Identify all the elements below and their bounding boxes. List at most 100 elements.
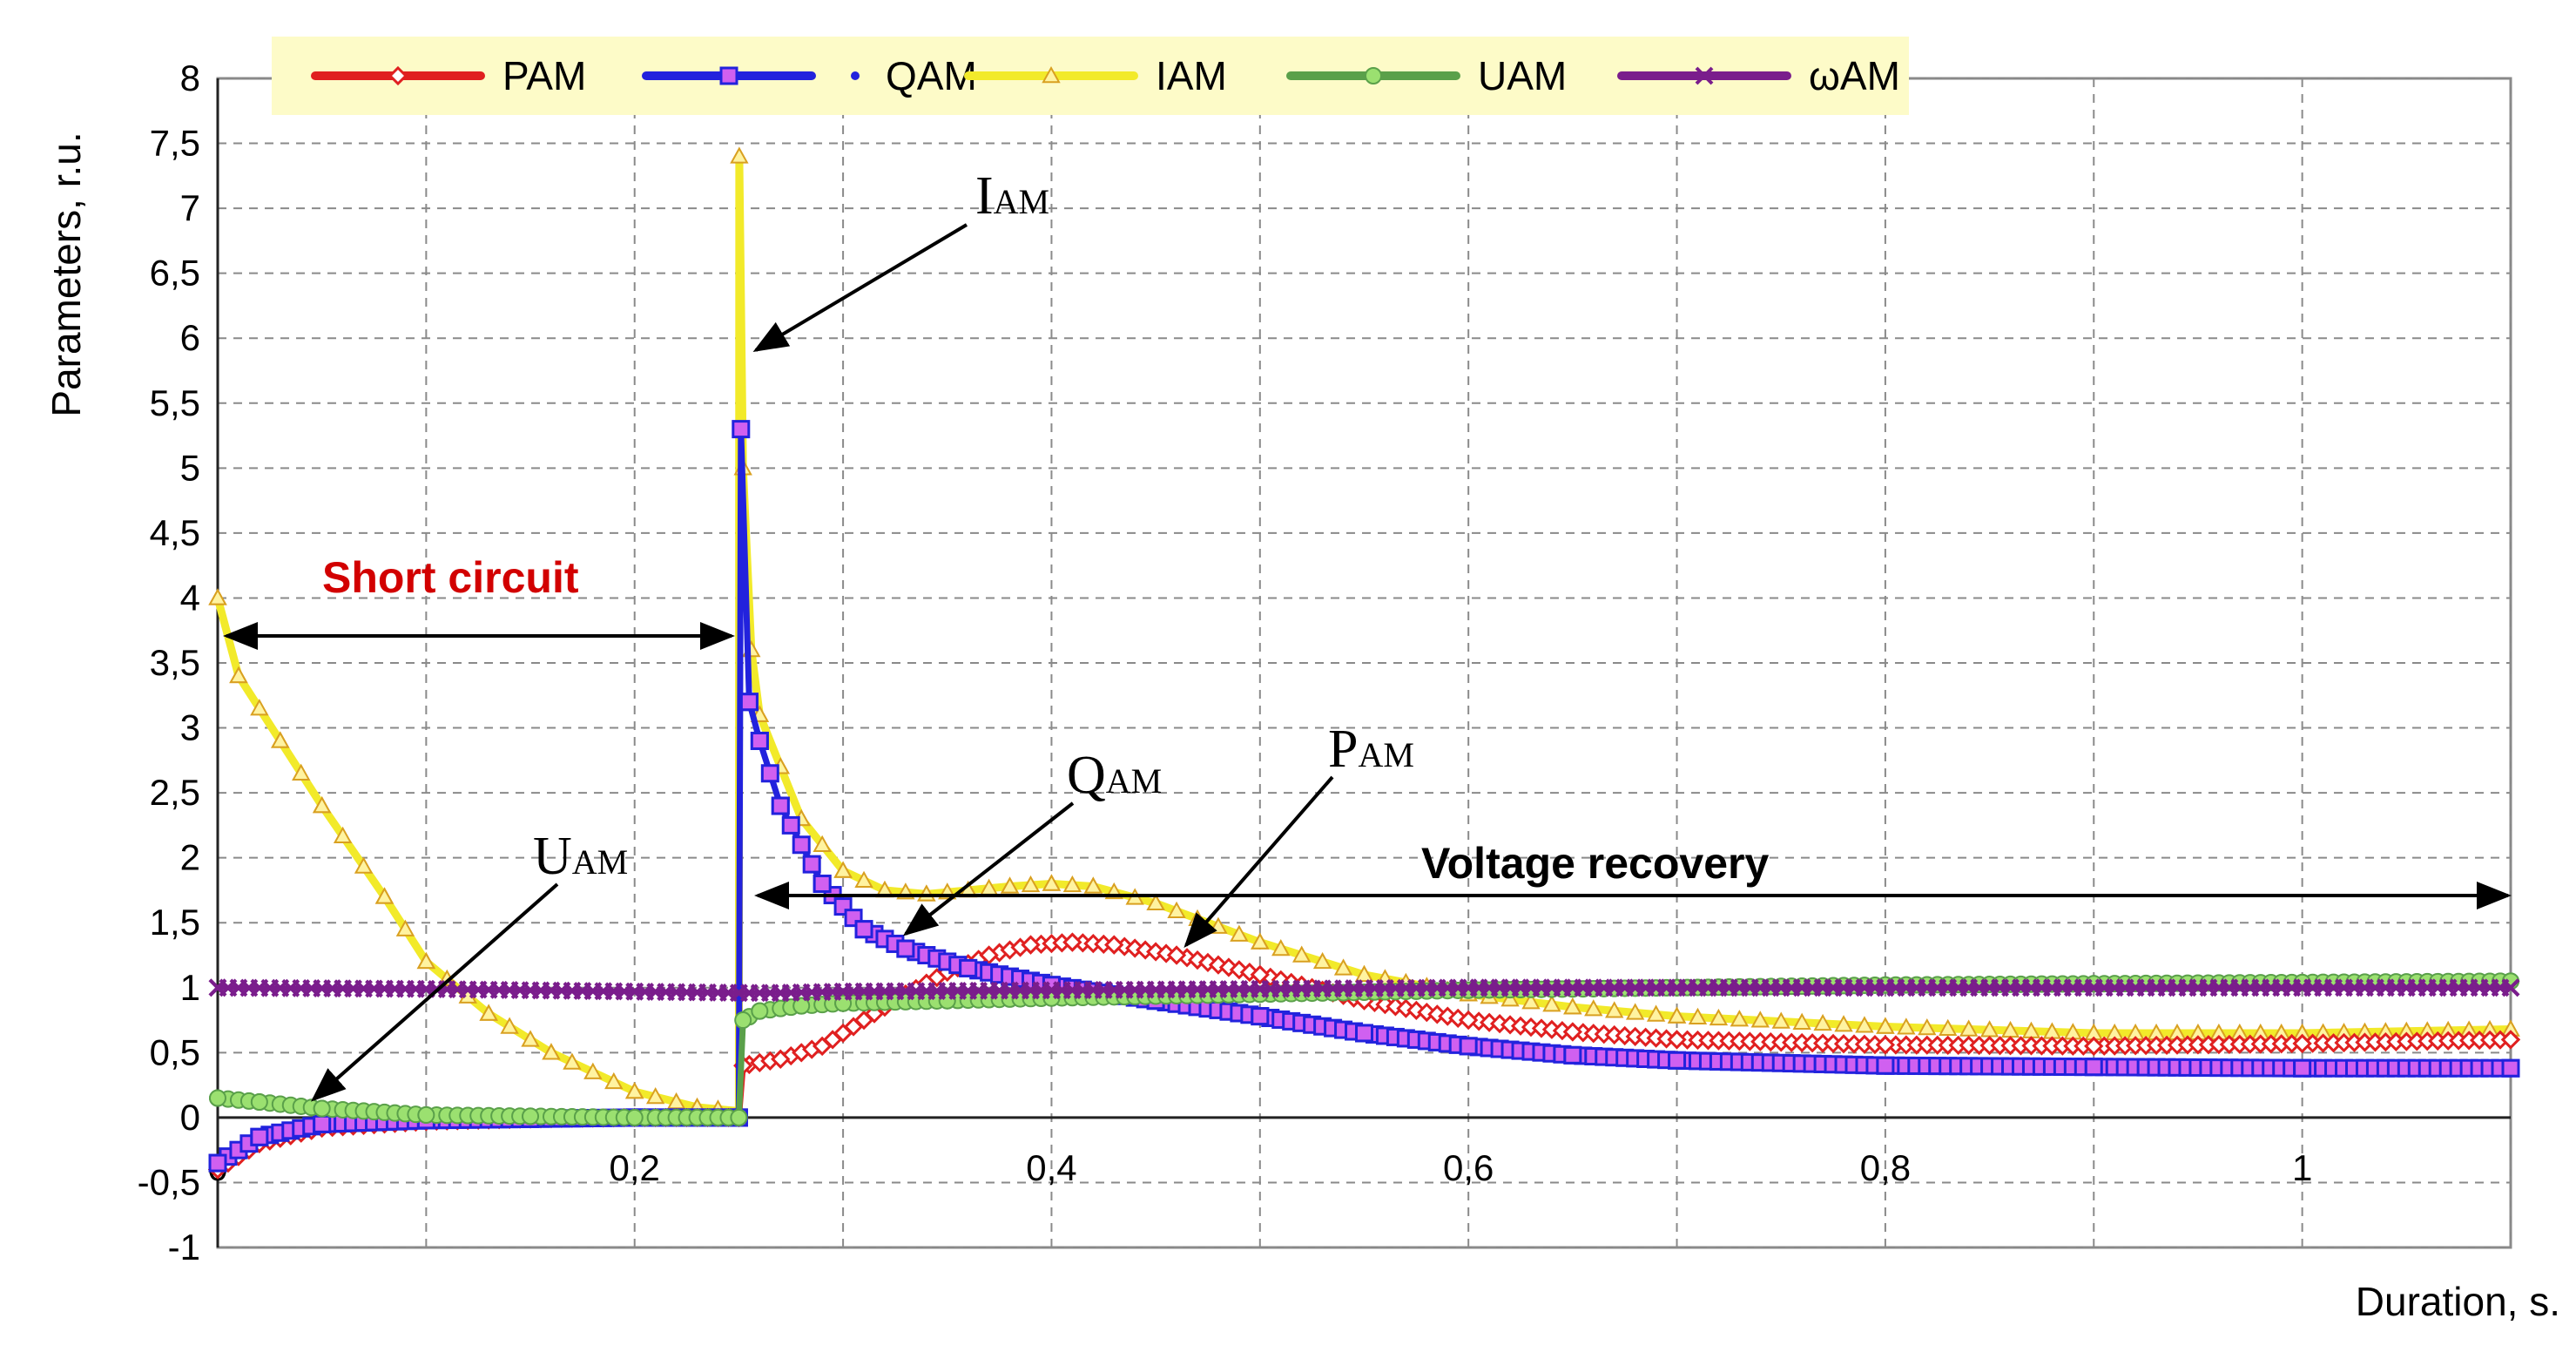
data-point-qam (1876, 1056, 1895, 1075)
data-point-iam (1230, 924, 1249, 942)
data-point-qam (802, 855, 821, 874)
uam-annotation-main: U (533, 827, 572, 886)
short-circuit-label: Short circuit (322, 553, 579, 602)
y-tick-label: 6,5 (150, 253, 200, 294)
y-tick-label: 6 (180, 317, 200, 358)
data-point-iam (374, 887, 394, 904)
data-point-qam (750, 731, 769, 750)
data-point-iam (1771, 1011, 1790, 1029)
data-point-wam (1251, 979, 1270, 998)
data-point-qam (854, 920, 873, 939)
legend-label-wam: ωAM (1809, 53, 1900, 98)
data-point-pam (1166, 945, 1187, 965)
data-point-iam (208, 588, 227, 605)
data-point-iam (813, 835, 832, 852)
series-qam (208, 420, 2520, 1173)
y-tick-label: 4 (180, 577, 200, 618)
data-point-iam (833, 861, 853, 878)
data-point-qam (2501, 1058, 2520, 1078)
data-point-wam (625, 982, 644, 1001)
y-tick-label: 7 (180, 187, 200, 228)
data-point-iam (333, 826, 353, 844)
data-point-qam (2293, 1058, 2312, 1078)
y-tick-label: -1 (168, 1227, 200, 1268)
legend-marker-iam (1042, 65, 1061, 84)
data-point-iam (1500, 990, 1520, 1007)
data-point-iam (354, 856, 374, 874)
data-point-wam (208, 978, 227, 997)
qam-arrow (902, 801, 1075, 936)
data-point-iam (625, 1082, 644, 1099)
legend-label-pam: PAM (502, 53, 586, 98)
data-point-wam (2293, 978, 2312, 997)
data-point-pam (2292, 1033, 2312, 1054)
data-point-iam (1354, 964, 1374, 983)
data-point-iam (1646, 1004, 1666, 1022)
y-tick-label: 2,5 (150, 772, 200, 813)
pam-annotation: PAM (1328, 720, 1414, 779)
data-point-iam (1876, 1017, 1895, 1034)
voltage-recovery-label: Voltage recovery (1421, 839, 1769, 888)
data-point-iam (1939, 1018, 1958, 1036)
tick-labels: -1 -0,5 0 0,5 1 1,5 2 2,5 3 3,5 4 4,5 5 5,5 6 6,5 7 7,5 8 0… (138, 57, 2313, 1268)
data-point-qam (896, 939, 915, 958)
data-point-qam (250, 1127, 269, 1146)
data-point-iam (1709, 1008, 1729, 1026)
iam-annotation: IAM (975, 166, 1049, 226)
data-point-iam (1333, 958, 1353, 976)
data-point-iam (1251, 932, 1270, 950)
legend-marker-wam (1695, 66, 1714, 85)
data-point-iam (1312, 951, 1332, 970)
data-point-iam (1605, 1001, 1624, 1018)
data-point-qam (959, 958, 978, 977)
data-point-iam (645, 1086, 665, 1105)
y-tick-label: 2 (180, 837, 200, 878)
data-point-uam (522, 1107, 540, 1126)
data-point-iam (1855, 1016, 1874, 1033)
x-tick-label: 0,6 (1443, 1147, 1494, 1188)
annotations: Short circuit Voltage recovery IAM QAM P… (223, 166, 2512, 1102)
data-point-iam (292, 763, 311, 781)
data-point-iam (1750, 1011, 1770, 1028)
data-point-qam (739, 693, 759, 712)
data-point-qam (1459, 1037, 1478, 1056)
data-point-uam (209, 1089, 226, 1107)
x-axis-title: Duration, s. (2356, 1279, 2560, 1324)
y-tick-label: 4,5 (150, 512, 200, 553)
data-point-iam (730, 146, 749, 164)
data-point-pam (771, 1049, 791, 1069)
data-point-pam (1229, 960, 1250, 980)
data-point-iam (1834, 1015, 1853, 1032)
uam-arrow (311, 882, 559, 1102)
data-point-uam (730, 1108, 748, 1126)
data-point-uam (417, 1105, 435, 1124)
y-tick-label: 7,5 (150, 123, 200, 164)
data-point-iam (250, 699, 269, 716)
data-point-iam (1959, 1019, 1979, 1037)
qam-annotation: QAM (1067, 746, 1162, 805)
data-point-pam (2500, 1030, 2521, 1050)
legend-item-wam: ωAM (1617, 53, 1900, 98)
data-point-qam (1251, 1007, 1270, 1026)
data-point-pam (979, 945, 999, 965)
data-point-wam (729, 984, 748, 1003)
data-point-uam (734, 1011, 752, 1030)
data-point-iam (271, 731, 290, 748)
data-point-qam (771, 796, 790, 815)
data-point-iam (229, 666, 248, 684)
y-tick-label: 3 (180, 707, 200, 748)
data-point-qam (813, 874, 832, 893)
data-point-qam (760, 764, 779, 783)
legend-label-iam: IAM (1156, 53, 1227, 98)
data-point-iam (1584, 999, 1603, 1017)
legend-marker-uam (1365, 67, 1382, 84)
legend-label-qam: QAM (886, 53, 977, 98)
grid (216, 77, 2512, 1249)
data-point-wam (1459, 978, 1478, 997)
data-point-uam (751, 1002, 769, 1020)
legend-item-pam: PAM (311, 53, 586, 98)
y-tick-label: 8 (180, 57, 200, 98)
data-point-iam (500, 1017, 519, 1034)
data-point-iam (1542, 995, 1561, 1012)
